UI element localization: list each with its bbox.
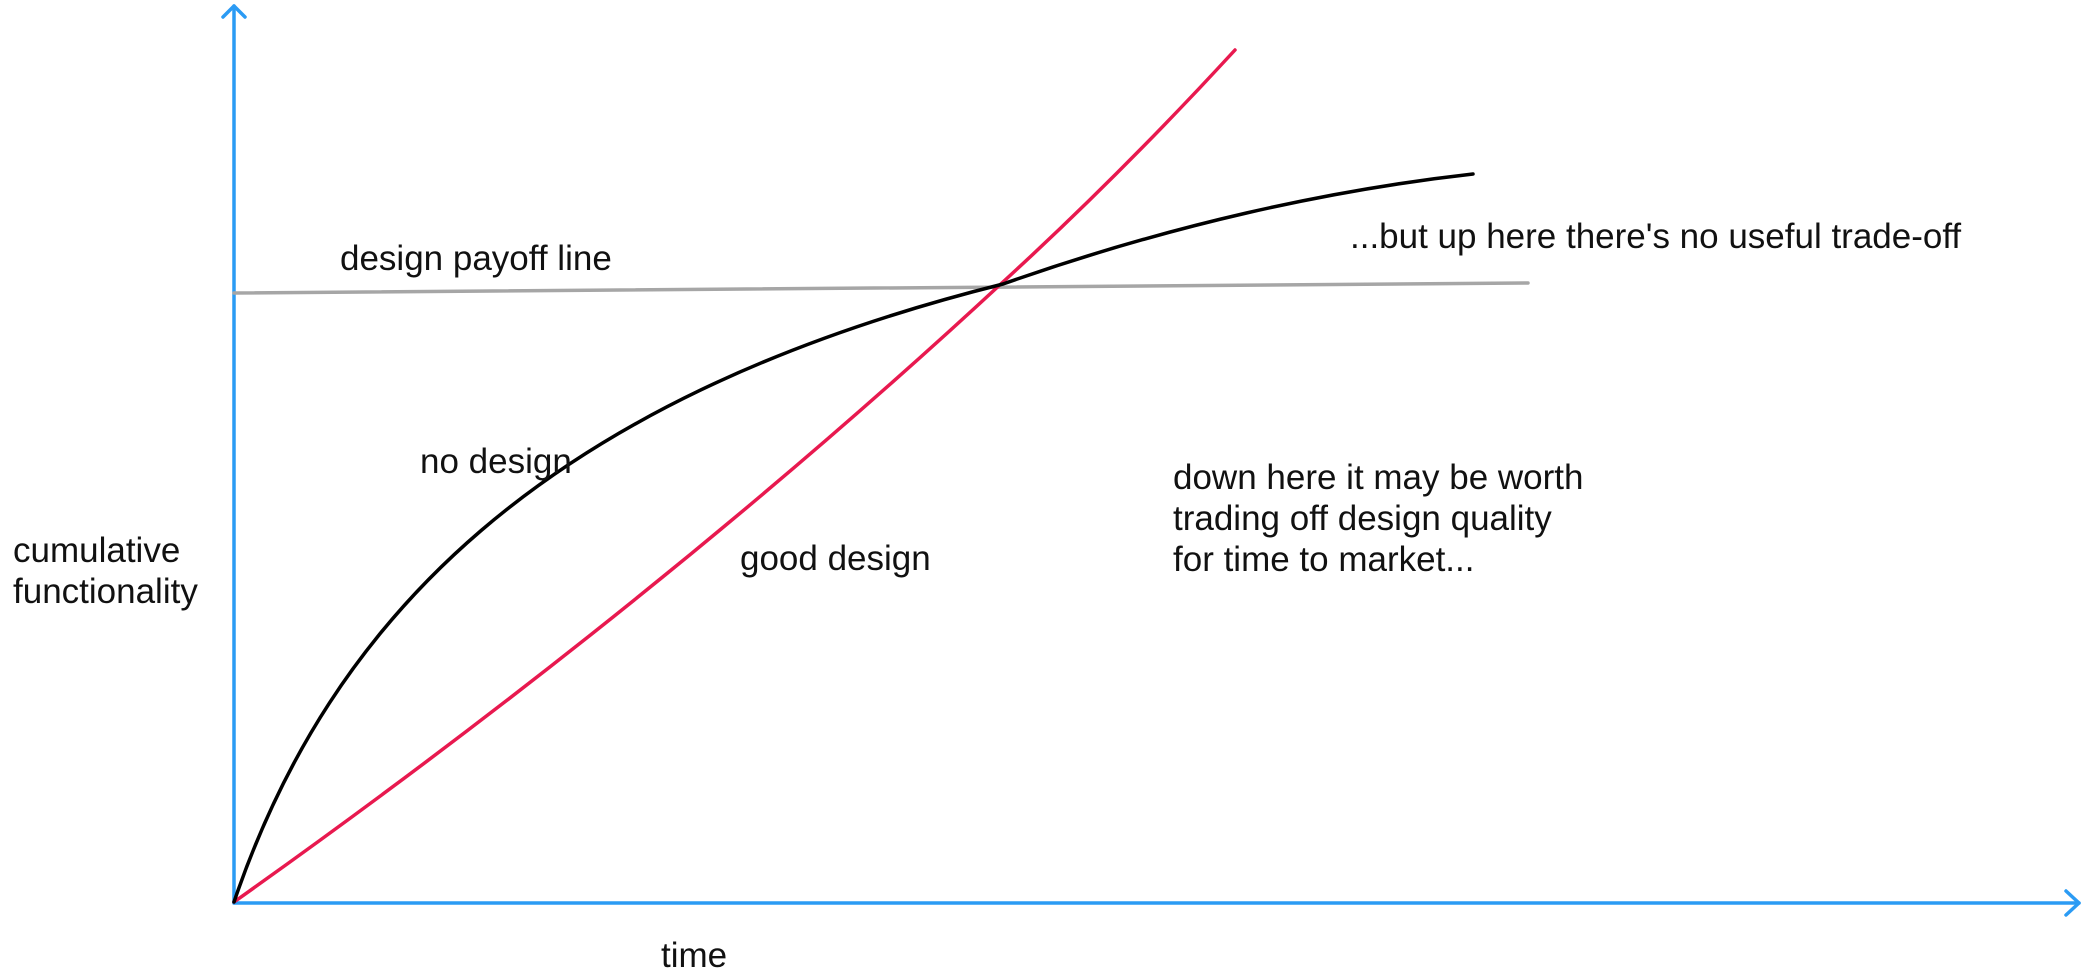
trade-off-below-annotation: down here it may be worth trading off de… — [1173, 457, 1583, 580]
x-axis-label: time — [661, 936, 728, 975]
annotation-line: trading off design quality — [1173, 499, 1552, 538]
y-axis-label-line: functionality — [13, 572, 198, 611]
payoff-line-label: design payoff line — [340, 239, 612, 278]
good-design-curve — [232, 48, 1237, 904]
good-design-label: good design — [740, 539, 931, 578]
annotation-line: for time to market... — [1173, 540, 1475, 579]
y-axis-label-line: cumulative — [13, 531, 181, 570]
annotation-line: down here it may be worth — [1173, 458, 1584, 497]
trade-off-above-annotation: ...but up here there's no useful trade-o… — [1350, 217, 1962, 256]
x-axis-arrowhead — [2064, 889, 2081, 917]
y-axis-label: cumulative functionality — [13, 530, 198, 612]
design-payoff-line — [232, 281, 1530, 295]
no-design-curve — [232, 172, 1475, 904]
y-axis-arrowhead — [221, 4, 247, 19]
no-design-label: no design — [420, 442, 572, 481]
